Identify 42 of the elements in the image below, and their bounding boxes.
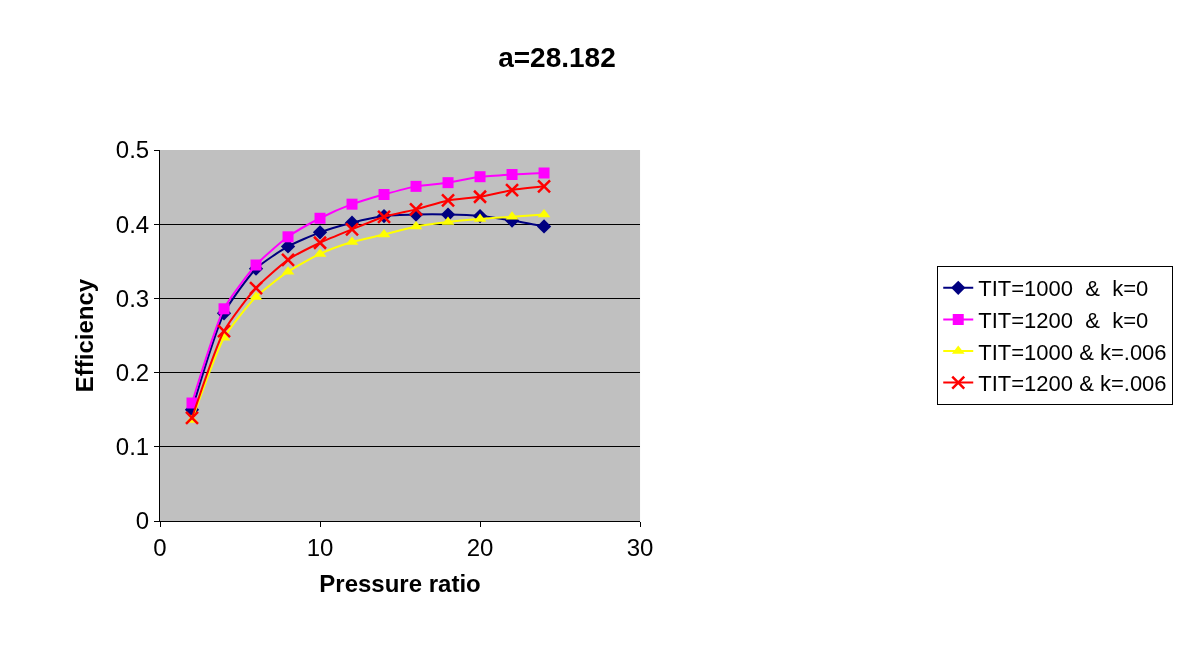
y-tick-label: 0.3 xyxy=(115,284,150,312)
y-tick-label: 0 xyxy=(135,507,150,535)
point xyxy=(378,189,390,201)
x-tick-label: 30 xyxy=(626,533,654,561)
x-tick-label: 0 xyxy=(153,533,167,561)
point xyxy=(442,177,454,189)
point xyxy=(314,212,326,224)
point xyxy=(248,280,264,296)
point xyxy=(506,168,518,180)
point xyxy=(344,222,360,237)
y-tick-label: 0.4 xyxy=(115,210,150,238)
y-axis-title: Efficiency xyxy=(70,278,98,393)
chart-title: a=28.182 xyxy=(498,41,616,73)
legend-label: TIT=1200 & k=0 xyxy=(978,307,1149,333)
point xyxy=(282,231,294,243)
point xyxy=(312,225,328,240)
point xyxy=(472,189,488,204)
point xyxy=(440,193,456,208)
y-tick-label: 0.5 xyxy=(115,136,150,164)
y-tick-label: 0.2 xyxy=(115,359,150,386)
legend-label: TIT=1000 & k=0 xyxy=(978,276,1149,302)
point xyxy=(474,171,486,183)
point xyxy=(250,259,262,271)
point xyxy=(280,252,296,268)
point xyxy=(216,323,232,339)
x-axis-title: Pressure ratio xyxy=(319,570,481,598)
point xyxy=(504,182,520,198)
point xyxy=(218,303,230,315)
point xyxy=(538,167,550,179)
x-tick-label: 20 xyxy=(466,533,494,561)
point xyxy=(184,410,200,426)
point xyxy=(536,179,552,194)
legend-label: TIT=1000 & k=.006 xyxy=(978,339,1167,365)
legend-label: TIT=1200 & k=.006 xyxy=(978,371,1167,397)
point xyxy=(410,180,422,192)
point xyxy=(536,219,552,234)
point xyxy=(346,198,358,210)
point xyxy=(312,235,328,250)
point xyxy=(408,202,424,217)
y-tick-label: 0.1 xyxy=(115,433,150,461)
point xyxy=(409,220,423,230)
x-tick-label: 10 xyxy=(306,533,334,561)
